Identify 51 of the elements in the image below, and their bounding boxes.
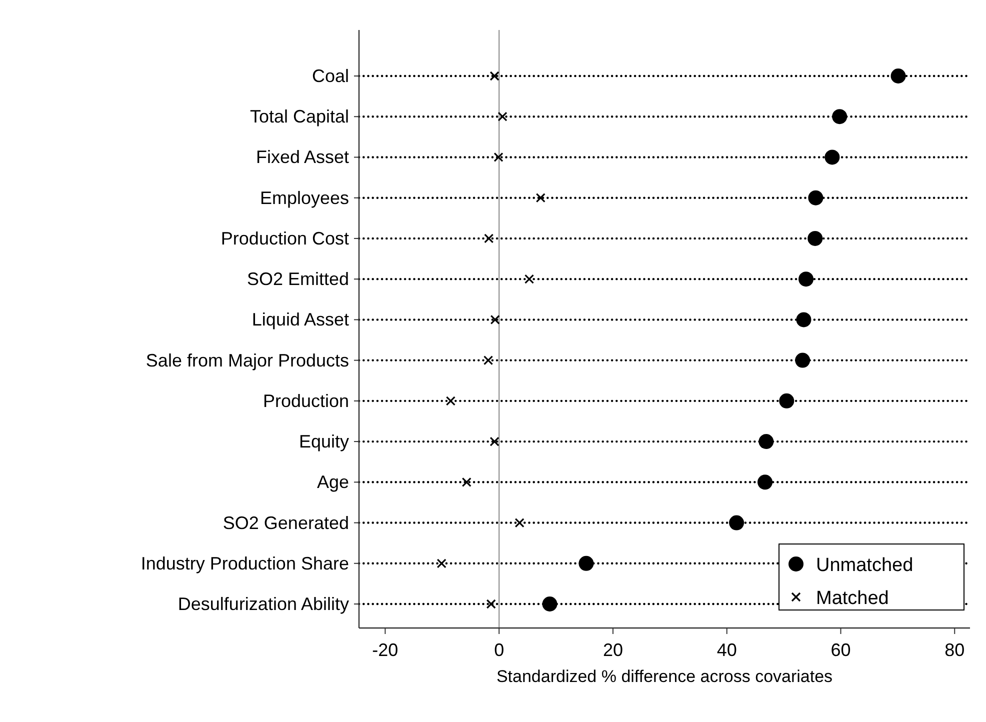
point	[779, 393, 794, 408]
y-tick-label: Fixed Asset	[256, 147, 349, 168]
point	[758, 474, 773, 490]
x-tick-label: 40	[716, 640, 737, 660]
y-tick-label: Production Cost	[220, 228, 349, 248]
point	[490, 71, 500, 81]
point	[832, 109, 848, 124]
point	[486, 599, 496, 609]
point	[758, 434, 774, 450]
point	[462, 477, 472, 487]
point	[498, 112, 508, 122]
point	[796, 312, 812, 328]
point	[483, 356, 494, 366]
x-axis-title: Standardized % difference across covariates	[496, 667, 833, 686]
point	[494, 152, 504, 162]
y-tick-label: SO2 Emitted	[246, 269, 349, 290]
x-tick-label: 20	[602, 640, 623, 660]
point	[536, 193, 546, 203]
x-tick-label: 0	[494, 640, 504, 660]
y-tick-label: Employees	[260, 188, 349, 208]
point	[514, 518, 524, 528]
point	[436, 558, 446, 568]
y-tick-label: Industry Production Share	[140, 553, 349, 574]
x-tick-label: 80	[944, 640, 965, 660]
y-tick-label: Equity	[298, 432, 349, 452]
point	[484, 234, 494, 244]
y-tick-label: SO2 Generated	[222, 512, 349, 533]
x-tick-label: -20	[372, 640, 398, 660]
point	[542, 596, 558, 612]
point	[524, 274, 534, 284]
point	[490, 436, 500, 446]
point	[729, 515, 744, 530]
legend-label: Matched	[816, 588, 889, 609]
y-tick-label: Sale from Major Products	[146, 350, 349, 370]
y-tick-label: Liquid Asset	[252, 310, 349, 330]
point	[808, 190, 824, 206]
legend-label: Unmatched	[816, 555, 914, 576]
point	[795, 352, 810, 368]
x-tick-label: 60	[830, 640, 851, 660]
y-tick-label: Production	[262, 390, 349, 411]
point	[890, 68, 906, 84]
point	[490, 314, 500, 324]
y-tick-label: Coal	[312, 66, 349, 86]
y-tick-label: Desulfurization Ability	[178, 594, 349, 614]
point	[808, 230, 823, 246]
point	[578, 556, 594, 571]
point	[824, 150, 840, 165]
y-tick-label: Age	[316, 472, 349, 492]
point	[446, 396, 456, 406]
point	[798, 272, 814, 287]
y-tick-label: Total Capital	[250, 106, 349, 127]
